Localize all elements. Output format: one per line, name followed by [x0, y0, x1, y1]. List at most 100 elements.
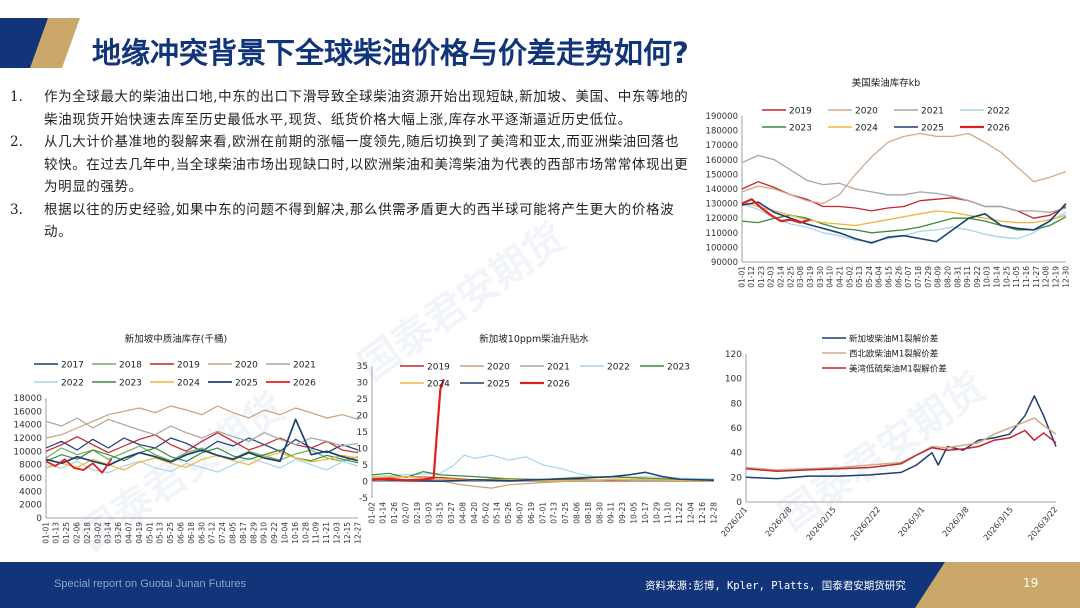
legend-label: 2019 — [789, 107, 812, 117]
x-tick-label: 03-27 — [447, 502, 456, 524]
x-tick-label: 01-23 — [757, 266, 766, 288]
legend-label: 2021 — [547, 363, 570, 373]
x-tick-label: 06-19 — [527, 502, 536, 524]
x-tick-label: 10-14 — [993, 266, 1002, 288]
legend-label: 2020 — [855, 107, 878, 117]
x-tick-label: 2026/3/15 — [982, 505, 1015, 542]
x-tick-label: 12-19 — [1051, 266, 1060, 288]
x-tick-label: 02-18 — [83, 522, 92, 544]
x-tick-label: 12-16 — [698, 502, 707, 524]
y-tick-label: 170000 — [706, 141, 738, 151]
legend-label: 2026 — [293, 379, 316, 389]
y-tick-label: 0 — [362, 478, 368, 488]
series-line-2019 — [45, 432, 359, 454]
legend-label: 2019 — [177, 361, 200, 371]
series-line-2023 — [45, 447, 359, 464]
y-tick-label: 160000 — [706, 156, 738, 166]
x-tick-label: 11-05 — [1012, 266, 1021, 288]
diesel-crack-spread-chart: 0 20 40 60 80 100 120 2026/2/1 2026/2/8 2026/2/15… — [719, 334, 1059, 543]
bullet-list: 1. 作为全球最大的柴油出口地,中东的出口下滑导致全球柴油资源开始出现短缺,新加坡… — [10, 86, 690, 244]
x-tick-label: 10-17 — [641, 502, 650, 524]
y-tick-label: 40 — [731, 449, 743, 459]
x-tick-label: 12-03 — [332, 522, 341, 544]
series-line-2025 — [45, 418, 359, 467]
series-line-2019 — [741, 181, 1067, 219]
x-tick-label: 09-22 — [973, 266, 982, 288]
legend-label: 2021 — [921, 107, 944, 117]
x-tick-label: 01-25 — [62, 522, 71, 544]
legend-label: 2022 — [61, 379, 84, 389]
legend-label: 2022 — [987, 107, 1010, 117]
x-tick-label: 12-15 — [343, 522, 352, 544]
y-tick-label: 12000 — [13, 434, 42, 444]
y-tick-label: 6000 — [19, 474, 42, 484]
x-tick-label: 07-13 — [550, 502, 559, 524]
x-tick-label: 2026/2/8 — [764, 505, 794, 538]
x-tick-label: 2026/3/8 — [941, 505, 971, 538]
x-tick-label: 04-21 — [835, 266, 844, 288]
x-tick-label: 07-12 — [208, 522, 217, 544]
series-line-2020 — [741, 132, 1067, 205]
x-tick-label: 03-30 — [816, 266, 825, 288]
x-tick-label: 05-24 — [865, 266, 874, 288]
legend-label: 2025 — [235, 379, 258, 389]
us-diesel-inventory-chart: 美国柴油库存kb 90000 100000 110000 120000 130000 140… — [706, 77, 1071, 288]
series-line-2025 — [371, 471, 715, 482]
x-tick-label: 09-11 — [963, 266, 972, 288]
legend-label: 2024 — [427, 380, 450, 390]
page-title: 地缘冲突背景下全球柴油价格与价差走势如何? — [92, 36, 689, 70]
legend-label: 2023 — [667, 363, 690, 373]
x-tick-label: 04-08 — [458, 502, 467, 524]
y-tick-label: 2000 — [19, 501, 42, 511]
y-tick-label: 0 — [36, 514, 42, 524]
x-tick-label: 05-13 — [855, 266, 864, 288]
x-tick-label: 2026/2/15 — [805, 505, 838, 542]
x-tick-label: 03-19 — [806, 266, 815, 288]
bullet-text: 根据以往的历史经验,如果中东的问题不得到解决,那么供需矛盾更大的西半球可能将产生… — [44, 201, 675, 241]
y-tick-label: 140000 — [706, 185, 738, 195]
legend-label: 2017 — [61, 361, 84, 371]
x-tick-label: 02-07 — [401, 502, 410, 524]
y-tick-label: 16000 — [13, 407, 42, 417]
x-tick-label: 09-23 — [618, 502, 627, 524]
x-tick-label: 12-04 — [686, 502, 695, 524]
y-tick-label: 15 — [357, 428, 368, 438]
series-line-2021 — [741, 154, 1067, 214]
x-tick-label: 07-29 — [924, 266, 933, 288]
x-tick-label: 12-27 — [353, 522, 362, 544]
series-line-2017 — [45, 437, 359, 454]
x-tick-label: 06-15 — [885, 266, 894, 288]
y-tick-label: 30 — [357, 379, 369, 389]
x-tick-label: 10-29 — [652, 502, 661, 524]
series-line-2021 — [45, 417, 359, 447]
x-tick-label: 01-13 — [52, 522, 61, 544]
y-tick-label: 100 — [725, 375, 742, 385]
y-tick-label: 10 — [357, 445, 369, 455]
x-tick-label: 05-01 — [145, 522, 154, 544]
y-tick-label: 4000 — [19, 487, 42, 497]
legend-label: 2026 — [547, 380, 570, 390]
legend-label: 新加坡柴油M1裂解价差 — [849, 334, 938, 345]
series-line-2020 — [45, 405, 359, 439]
series-line-2022 — [45, 457, 359, 474]
x-tick-label: 02-25 — [786, 266, 795, 288]
bullet-item: 2. 从几大计价基准地的裂解来看,欧洲在前期的涨幅一度领先,随后切换到了美湾和亚太… — [10, 131, 690, 199]
x-tick-label: 10-25 — [1002, 266, 1011, 288]
series-line-2026 — [45, 458, 113, 474]
x-tick-label: 10-28 — [301, 522, 310, 544]
x-tick-label: 02-03 — [767, 266, 776, 288]
x-tick-label: 08-29 — [249, 522, 258, 544]
y-tick-label: 110000 — [706, 229, 738, 239]
series-line-美湾低硫柴油M1裂解价差 — [745, 429, 1057, 472]
x-tick-label: 01-01 — [41, 522, 50, 544]
y-tick-label: 14000 — [13, 421, 42, 431]
legend-label: 2025 — [921, 124, 944, 134]
x-tick-label: 10-05 — [629, 502, 638, 524]
x-tick-label: 10-03 — [983, 266, 992, 288]
x-tick-label: 08-20 — [943, 266, 952, 288]
x-tick-label: 03-14 — [104, 522, 113, 544]
series-line-2026 — [741, 198, 811, 224]
legend-label: 西北欧柴油M1裂解价差 — [849, 349, 938, 360]
x-tick-label: 01-14 — [379, 502, 388, 524]
x-tick-label: 02-19 — [413, 502, 422, 524]
